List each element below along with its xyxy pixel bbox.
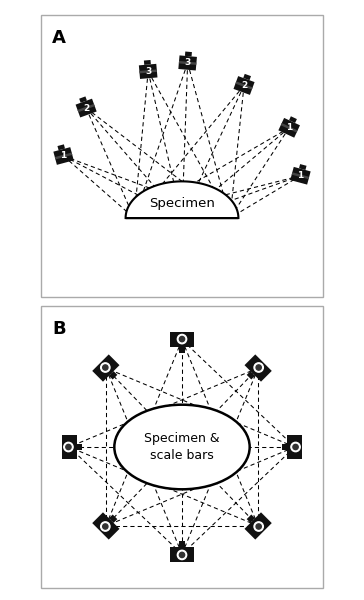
Polygon shape: [289, 116, 297, 123]
Polygon shape: [92, 355, 119, 382]
Polygon shape: [109, 371, 117, 380]
Polygon shape: [139, 70, 157, 73]
Polygon shape: [287, 436, 302, 458]
Circle shape: [256, 365, 261, 370]
Polygon shape: [170, 332, 194, 347]
Circle shape: [293, 445, 298, 449]
Circle shape: [254, 363, 263, 372]
Polygon shape: [243, 74, 251, 80]
Circle shape: [177, 550, 187, 560]
Circle shape: [66, 445, 71, 449]
Polygon shape: [144, 60, 151, 65]
Polygon shape: [78, 104, 95, 112]
Text: 1: 1: [297, 171, 304, 180]
Circle shape: [179, 552, 185, 557]
Polygon shape: [76, 98, 97, 118]
Text: 2: 2: [83, 104, 89, 113]
Text: B: B: [52, 320, 66, 338]
Polygon shape: [247, 371, 255, 380]
Circle shape: [101, 363, 110, 372]
Circle shape: [179, 337, 185, 342]
Polygon shape: [79, 97, 87, 103]
Text: 1: 1: [286, 124, 292, 132]
Polygon shape: [139, 64, 158, 79]
Polygon shape: [299, 164, 306, 170]
Polygon shape: [178, 55, 197, 70]
Text: 3: 3: [145, 67, 151, 76]
Polygon shape: [278, 118, 300, 137]
Polygon shape: [245, 355, 272, 382]
Polygon shape: [179, 541, 185, 547]
Polygon shape: [126, 181, 238, 218]
Polygon shape: [292, 172, 309, 179]
Polygon shape: [245, 512, 272, 539]
Polygon shape: [282, 444, 287, 450]
Circle shape: [101, 522, 110, 531]
Circle shape: [64, 442, 73, 452]
Circle shape: [103, 524, 108, 529]
Circle shape: [254, 522, 263, 531]
Polygon shape: [54, 147, 74, 165]
Text: 2: 2: [241, 81, 247, 90]
Polygon shape: [62, 436, 77, 458]
Polygon shape: [247, 514, 255, 523]
Polygon shape: [58, 145, 65, 150]
Polygon shape: [185, 52, 192, 56]
Polygon shape: [77, 444, 82, 450]
Text: Specimen: Specimen: [149, 197, 215, 210]
Polygon shape: [92, 512, 119, 539]
Text: 3: 3: [185, 58, 191, 67]
Text: 1: 1: [60, 151, 67, 160]
Polygon shape: [179, 347, 185, 353]
Polygon shape: [236, 82, 253, 89]
Polygon shape: [179, 61, 197, 65]
Text: A: A: [52, 29, 66, 47]
Polygon shape: [233, 76, 254, 95]
Text: Specimen &
scale bars: Specimen & scale bars: [144, 432, 220, 462]
Circle shape: [177, 334, 187, 344]
Polygon shape: [281, 123, 298, 133]
Polygon shape: [290, 167, 310, 185]
Polygon shape: [170, 547, 194, 562]
Circle shape: [103, 365, 108, 370]
Circle shape: [256, 524, 261, 529]
Polygon shape: [55, 152, 72, 160]
Circle shape: [291, 442, 300, 452]
Polygon shape: [109, 514, 117, 523]
Ellipse shape: [114, 404, 250, 490]
